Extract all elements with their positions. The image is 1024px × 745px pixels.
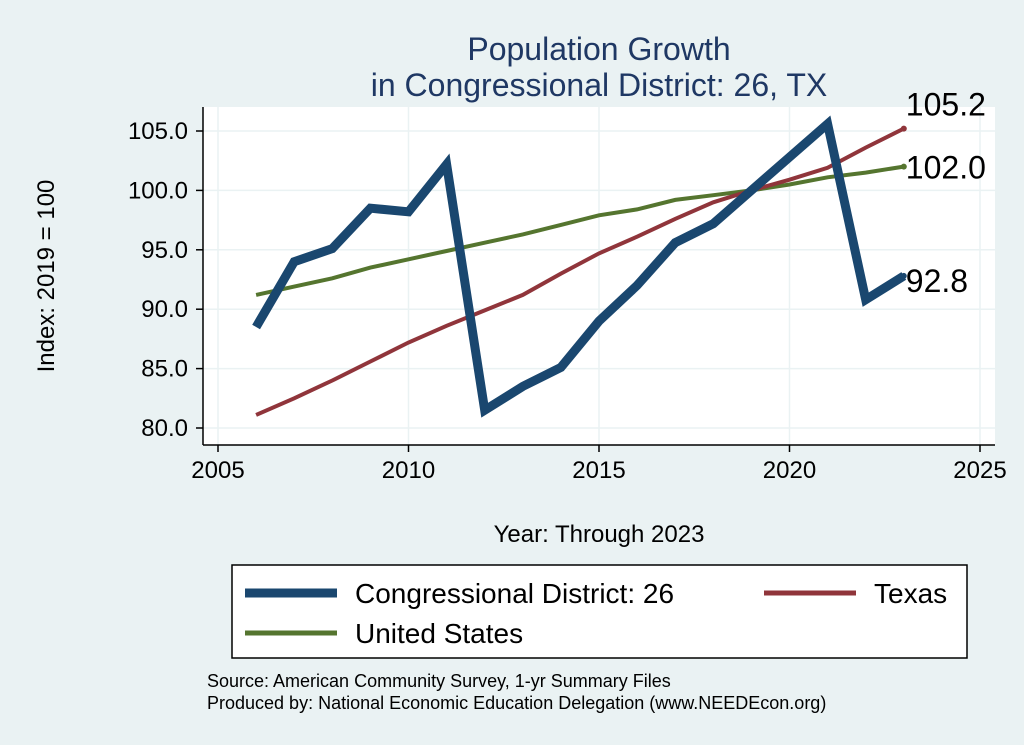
end-labels: 92.8 105.2 102.0 xyxy=(900,87,986,299)
series-line-0 xyxy=(252,115,907,418)
series-line-2 xyxy=(255,164,905,297)
legend-label: Texas xyxy=(874,578,947,609)
x-axis-ticks: 2005 2010 2015 2020 2025 xyxy=(191,445,1007,484)
end-value-label: 102.0 xyxy=(906,150,986,186)
y-tick-label: 95.0 xyxy=(141,237,188,264)
x-tick-label: 2015 xyxy=(572,457,625,484)
end-value-label: 92.8 xyxy=(906,263,968,299)
chart-title: Population Growth xyxy=(467,31,730,67)
produced-by-note: Produced by: National Economic Education… xyxy=(207,693,826,713)
x-tick-label: 2025 xyxy=(953,457,1006,484)
end-point-marker xyxy=(900,163,907,170)
end-point-marker xyxy=(900,125,907,132)
legend: Congressional District: 26 Texas United St… xyxy=(245,578,947,649)
gridlines xyxy=(203,107,995,445)
legend-box xyxy=(231,564,968,659)
source-note: Source: American Community Survey, 1-yr … xyxy=(207,671,671,691)
legend-label: United States xyxy=(355,618,523,649)
series-lines xyxy=(252,115,907,418)
chart-subtitle: in Congressional District: 26, TX xyxy=(371,67,827,103)
x-tick-label: 2005 xyxy=(191,457,244,484)
x-axis-label: Year: Through 2023 xyxy=(494,521,705,548)
end-value-label: 105.2 xyxy=(906,87,986,123)
y-tick-label: 80.0 xyxy=(141,415,188,442)
y-axis-label: Index: 2019 = 100 xyxy=(33,180,60,373)
y-tick-label: 105.0 xyxy=(128,118,188,145)
y-tick-label: 85.0 xyxy=(141,356,188,383)
y-tick-label: 100.0 xyxy=(128,177,188,204)
x-tick-label: 2010 xyxy=(382,457,435,484)
end-point-marker xyxy=(900,272,907,279)
y-axis-ticks: 80.0 85.0 90.0 95.0 100.0 105.0 xyxy=(128,118,203,442)
y-tick-label: 90.0 xyxy=(141,296,188,323)
legend-label: Congressional District: 26 xyxy=(355,578,674,609)
series-line-1 xyxy=(255,126,905,417)
x-tick-label: 2020 xyxy=(763,457,816,484)
